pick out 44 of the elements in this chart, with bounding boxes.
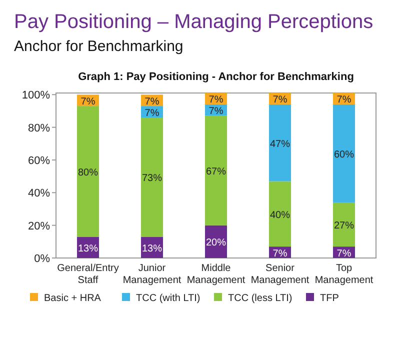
y-tick-label: 20% <box>28 220 50 232</box>
data-label: 7% <box>336 248 352 260</box>
caption: Graph 1: Pay Positioning - Anchor for Benchmarking <box>78 71 354 83</box>
x-tick-label: Junior Management <box>122 263 182 286</box>
bar <box>77 106 99 237</box>
data-label: 40% <box>270 210 290 221</box>
data-label: 7% <box>144 108 160 119</box>
data-label: 80% <box>78 167 98 178</box>
bar <box>333 104 355 202</box>
x-tick-label: Top Management <box>314 263 374 286</box>
data-label: 13% <box>142 243 162 254</box>
y-tick-label: 80% <box>28 122 50 134</box>
x-tick-label: Senior Management <box>250 263 310 286</box>
data-label: 7% <box>272 94 288 106</box>
data-label: 67% <box>206 166 226 178</box>
legend-label: TFP <box>320 293 340 304</box>
data-label: 20% <box>206 238 226 249</box>
data-label: 47% <box>270 138 290 150</box>
bar <box>269 181 291 247</box>
data-label: 60% <box>334 149 354 160</box>
legend-label: TCC (less LTI) <box>228 293 292 304</box>
data-label: 7% <box>144 96 160 108</box>
bar <box>333 202 355 247</box>
legend-label: TCC (with LTI) <box>136 293 200 304</box>
legend-label: Basic + HRA <box>44 293 102 304</box>
data-label: 7% <box>272 248 288 260</box>
data-label: 7% <box>336 94 352 106</box>
y-tick-label: 100% <box>22 90 50 102</box>
data-label: 7% <box>208 106 224 118</box>
data-label: 73% <box>142 173 162 184</box>
data-label: 7% <box>80 96 96 108</box>
y-tick-label: 0% <box>34 253 50 265</box>
chart-title: Pay Positioning – Managing Perceptions <box>14 11 374 33</box>
chart-subtitle: Anchor for Benchmarking <box>14 38 184 55</box>
bar <box>205 116 227 226</box>
x-tick-label: Middle Management <box>186 263 246 286</box>
data-label: 27% <box>334 220 354 232</box>
y-tick-label: 60% <box>28 154 50 167</box>
bar <box>269 104 291 182</box>
data-label: 13% <box>78 243 98 254</box>
bar <box>141 118 163 237</box>
x-tick-label: General/Entry Staff <box>57 263 119 286</box>
y-tick-label: 40% <box>28 188 50 200</box>
data-label: 7% <box>208 94 224 106</box>
